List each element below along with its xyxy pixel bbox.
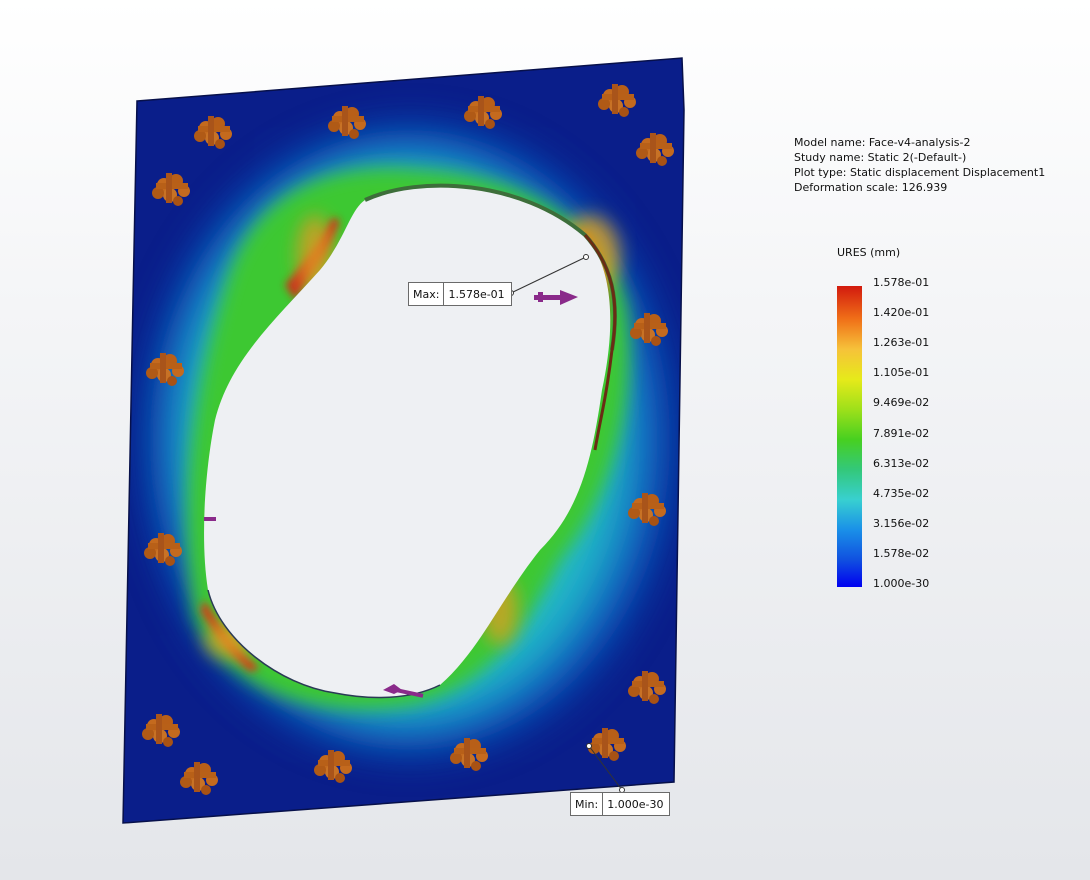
legend-label: 1.105e-01 xyxy=(873,366,930,380)
legend-label: 1.578e-02 xyxy=(873,546,930,560)
loads xyxy=(204,290,578,698)
min-probe-value: 1.000e-30 xyxy=(607,797,664,811)
study-name: Study name: Static 2(-Default-) xyxy=(794,151,967,164)
force-arrow-icon xyxy=(534,290,578,305)
model-name: Model name: Face-v4-analysis-2 xyxy=(794,136,971,149)
max-probe[interactable]: Max: 1.578e-01 xyxy=(408,282,512,306)
min-probe[interactable]: Min: 1.000e-30 xyxy=(570,792,671,816)
max-probe-label: Max: xyxy=(409,283,445,305)
plot-type: Plot type: Static displacement Displacem… xyxy=(794,166,1046,179)
legend-label: 9.469e-02 xyxy=(873,396,930,410)
legend-label: 3.156e-02 xyxy=(873,516,930,530)
mesh-plate xyxy=(122,57,685,824)
force-arrow-icon xyxy=(204,517,216,521)
force-arrow-icon xyxy=(383,684,424,698)
legend-label: 4.735e-02 xyxy=(873,486,930,500)
legend-label: 1.420e-01 xyxy=(873,306,930,320)
legend-label: 1.578e-01 xyxy=(873,276,930,289)
probe-leaders xyxy=(508,254,625,793)
legend-label: 1.263e-01 xyxy=(873,336,930,350)
legend-label: 6.313e-02 xyxy=(873,456,930,470)
legend-label: 1.000e-30 xyxy=(873,577,930,590)
color-scale-bar[interactable] xyxy=(837,286,862,587)
min-probe-label: Min: xyxy=(571,793,604,815)
legend-title: URES (mm) xyxy=(837,246,901,259)
max-probe-value: 1.578e-01 xyxy=(448,287,505,301)
legend-label: 7.891e-02 xyxy=(873,426,930,440)
study-info: Model name: Face-v4-analysis-2 Study nam… xyxy=(794,135,1045,195)
deformation-scale: Deformation scale: 126.939 xyxy=(794,181,948,194)
